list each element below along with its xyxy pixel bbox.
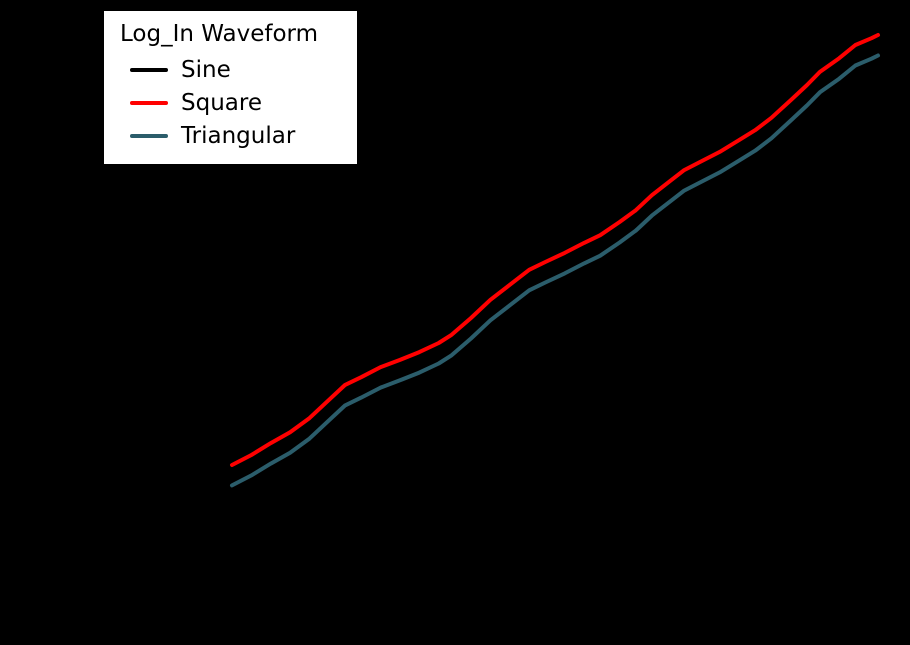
square-line-swatch [130, 100, 168, 105]
sine-line-swatch [130, 67, 168, 72]
triangular-line-swatch [130, 133, 168, 138]
legend: Log_In Waveform Sine Square Triangular [103, 10, 358, 165]
legend-item-label: Square [181, 89, 262, 116]
legend-title: Log_In Waveform [120, 21, 319, 47]
legend-item-square: Square [120, 86, 337, 119]
legend-item-triangular: Triangular [120, 119, 337, 152]
legend-item-label: Sine [181, 56, 231, 83]
legend-item-sine: Sine [120, 53, 337, 86]
series-line-square [230, 33, 880, 467]
legend-item-label: Triangular [181, 122, 296, 149]
series-line-triangular [230, 53, 880, 488]
